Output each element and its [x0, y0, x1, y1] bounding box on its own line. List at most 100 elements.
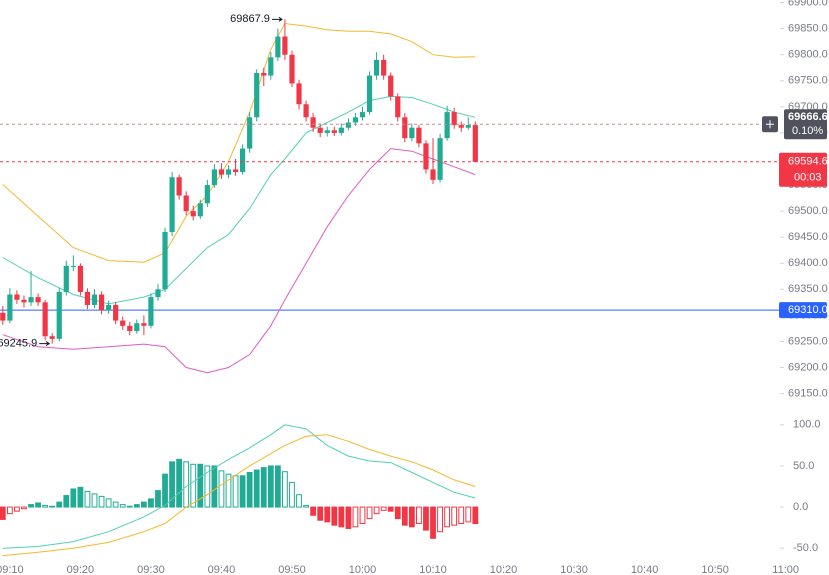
candle-body	[169, 177, 175, 232]
candle-body	[148, 297, 154, 326]
macd-bar	[155, 490, 161, 508]
macd-bar	[91, 493, 98, 508]
candle-body	[402, 117, 408, 139]
candle-body	[42, 302, 48, 337]
macd-bar	[444, 506, 451, 528]
band-line	[2, 148, 476, 374]
y-tick-label: 69900.0	[788, 0, 828, 9]
candle-body	[120, 320, 126, 326]
candle-body	[204, 185, 210, 204]
candle-body	[282, 36, 288, 55]
candle-body	[14, 294, 20, 300]
macd-bar	[232, 475, 239, 508]
y-tick-label: 69500.0	[788, 205, 828, 217]
candle-body	[409, 127, 415, 139]
candle-body	[444, 112, 450, 139]
macd-bar	[373, 506, 380, 515]
price-line-label: 69310.0	[788, 304, 828, 316]
y-tick-label: 69200.0	[788, 361, 828, 373]
macd-bar	[465, 506, 472, 523]
x-tick-label: 09:30	[137, 564, 165, 575]
add-button-icon	[766, 120, 774, 129]
candle-body	[331, 130, 337, 133]
macd-y-tick-label: -50.0	[793, 542, 818, 554]
candle-body	[134, 323, 140, 332]
x-tick-label: 09:20	[67, 564, 95, 575]
candle-body	[268, 57, 274, 76]
macd-bar	[359, 506, 366, 525]
macd-bar	[430, 506, 436, 539]
macd-bar	[331, 506, 338, 526]
countdown: 00:03	[794, 172, 822, 184]
candle-body	[84, 291, 91, 305]
macd-bar	[416, 506, 422, 525]
candle-body	[388, 75, 394, 97]
add-button[interactable]	[762, 116, 778, 133]
macd-bar	[274, 465, 281, 508]
x-tick-label: 09:40	[208, 564, 236, 575]
candle-body	[77, 265, 83, 292]
macd-bar	[35, 502, 41, 508]
candle-body	[98, 294, 105, 311]
macd-bar	[472, 506, 479, 525]
price-line-box	[779, 302, 827, 319]
macd-bar	[70, 488, 77, 508]
candle-body	[70, 265, 76, 267]
macd-bar	[380, 506, 387, 511]
candle-body	[374, 59, 380, 76]
candle-body	[225, 169, 232, 175]
y-tick-label: 69250.0	[788, 335, 828, 347]
macd-bar	[338, 506, 345, 528]
candle-body	[218, 169, 225, 175]
x-tick-label: 09:50	[278, 564, 306, 575]
candle-body	[176, 177, 182, 196]
candle-body	[303, 104, 309, 118]
candle-body	[21, 299, 27, 303]
marker-price: 69666.6	[788, 111, 828, 123]
low-arrow	[39, 341, 51, 346]
macd-bar	[387, 506, 394, 512]
macd-bar	[77, 486, 84, 508]
x-tick-label: 10:00	[349, 564, 377, 575]
candle-body	[430, 169, 436, 180]
candle-body	[345, 122, 351, 128]
macd-bar	[296, 494, 302, 508]
candle-body	[197, 203, 203, 217]
macd-y-tick-label: 50.0	[793, 460, 814, 472]
last-price-label: 69594.6	[788, 156, 828, 168]
macd-bar	[352, 506, 359, 528]
macd-bar	[366, 506, 373, 520]
macd-bar	[162, 473, 168, 508]
candle-body	[28, 297, 34, 303]
x-tick-label: 10:10	[419, 564, 447, 575]
candle-body	[416, 127, 422, 144]
macd-bar	[14, 506, 20, 512]
candle-body	[49, 336, 55, 339]
candle-body	[352, 117, 359, 123]
x-tick-label: 10:50	[701, 564, 729, 575]
macd-bar	[225, 473, 232, 508]
macd-bar	[112, 501, 119, 508]
macd-bar	[126, 505, 133, 508]
macd-bar	[49, 505, 56, 508]
candle-body	[472, 125, 478, 162]
macd-bar	[246, 472, 253, 508]
macd-bar	[21, 506, 27, 510]
macd-bar	[42, 504, 49, 508]
macd-bar	[197, 463, 204, 508]
candle-body	[106, 304, 112, 311]
candle-body	[183, 195, 189, 212]
macd-bar	[183, 461, 190, 508]
macd-bar	[218, 470, 225, 508]
macd-bar	[253, 469, 260, 508]
candle-body	[359, 112, 366, 118]
candle-body	[395, 96, 401, 118]
x-tick-label: 10:40	[631, 564, 659, 575]
band-line	[2, 22, 476, 263]
x-tick-label: 10:30	[560, 564, 588, 575]
macd-bar	[6, 506, 13, 515]
macd-bar	[317, 506, 324, 521]
band-line	[2, 95, 476, 305]
macd-bar	[105, 498, 112, 508]
macd-bar	[423, 506, 429, 531]
